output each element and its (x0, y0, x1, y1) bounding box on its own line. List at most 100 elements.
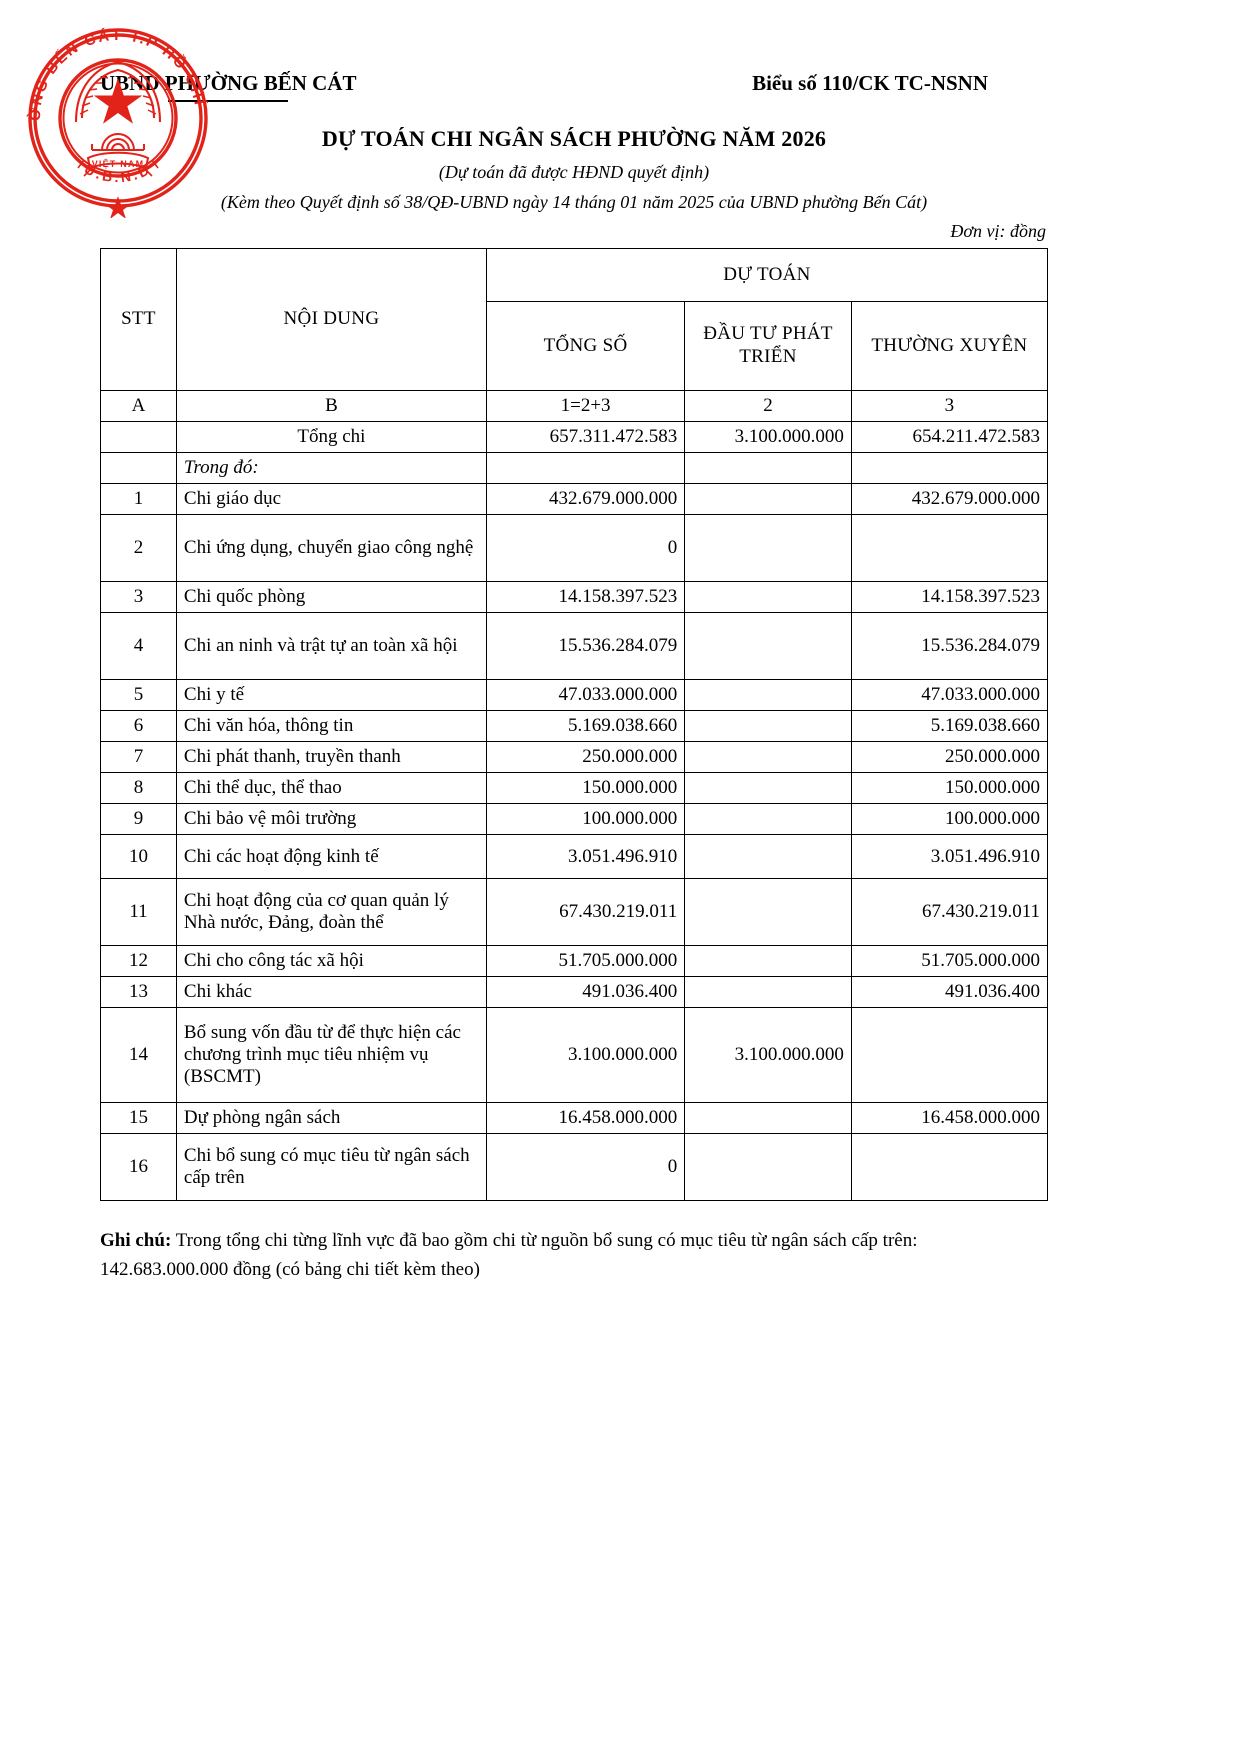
row-noi-dung: Chi quốc phòng (175, 581, 487, 614)
row-noi-dung: Bổ sung vốn đầu từ để thực hiện các chươ… (175, 1007, 487, 1104)
table-row: 16 Chi bổ sung có mục tiêu từ ngân sách … (100, 1133, 1049, 1202)
row-stt: 5 (100, 679, 177, 712)
row-dau-tu-phat-trien (684, 581, 852, 614)
currency-unit-label: Đơn vị: đồng (950, 221, 1046, 242)
table-row: 3 Chi quốc phòng 14.158.397.523 14.158.3… (100, 581, 1049, 614)
row-tong-so: 5.169.038.660 (485, 710, 686, 743)
row-thuong-xuyen: 51.705.000.000 (850, 945, 1049, 978)
row-stt: 3 (100, 581, 177, 614)
table-row: 13 Chi khác 491.036.400 491.036.400 (100, 976, 1049, 1009)
table-row: 8 Chi thể dục, thể thao 150.000.000 150.… (100, 772, 1049, 805)
footnote: Ghi chú: Trong tổng chi từng lĩnh vực đã… (100, 1227, 1048, 1284)
code-cell-tong-so: 1=2+3 (485, 390, 686, 423)
column-header-group-du-toan: DỰ TOÁN (485, 248, 1049, 303)
row-stt: 9 (100, 803, 177, 836)
row-dau-tu-phat-trien (684, 834, 852, 880)
column-header-noi-dung: NỘI DUNG (175, 248, 487, 392)
title-decision-reference: (Kèm theo Quyết định số 38/QĐ-UBND ngày … (220, 192, 928, 213)
row-thuong-xuyen (850, 514, 1049, 583)
row-thuong-xuyen: 47.033.000.000 (850, 679, 1049, 712)
table-row: 14 Bổ sung vốn đầu từ để thực hiện các c… (100, 1007, 1049, 1104)
row-dau-tu-phat-trien (684, 612, 852, 681)
row-tong-so: 15.536.284.079 (485, 612, 686, 681)
row-thuong-xuyen: 491.036.400 (850, 976, 1049, 1009)
row-tong-so: 16.458.000.000 (485, 1102, 686, 1135)
code-cell-stt: A (100, 390, 177, 423)
title-subtitle: (Dự toán đã được HĐND quyết định) (438, 162, 710, 183)
row-dau-tu-phat-trien (684, 741, 852, 774)
table-row: 9 Chi bảo vệ môi trường 100.000.000 100.… (100, 803, 1049, 836)
column-header-stt: STT (100, 248, 177, 392)
title-block: DỰ TOÁN CHI NGÂN SÁCH PHƯỜNG NĂM 2026 (D… (100, 126, 1048, 213)
document-header: UBND PHƯỜNG BẾN CÁT Biểu số 110/CK TC-NS… (100, 70, 1048, 103)
table-row: 2 Chi ứng dụng, chuyển giao công nghệ 0 (100, 514, 1049, 583)
row-thuong-xuyen: 150.000.000 (850, 772, 1049, 805)
row-noi-dung: Chi các hoạt động kinh tế (175, 834, 487, 880)
row-thuong-xuyen: 14.158.397.523 (850, 581, 1049, 614)
table-row: 15 Dự phòng ngân sách 16.458.000.000 16.… (100, 1102, 1049, 1135)
row-noi-dung: Chi ứng dụng, chuyển giao công nghệ (175, 514, 487, 583)
row-stt: 8 (100, 772, 177, 805)
subheading-row-stt (100, 452, 177, 485)
row-thuong-xuyen: 67.430.219.011 (850, 878, 1049, 947)
total-row-stt (100, 421, 177, 454)
footnote-text: Trong tổng chi từng lĩnh vực đã bao gồm … (100, 1230, 918, 1280)
row-tong-so: 3.100.000.000 (485, 1007, 686, 1104)
row-dau-tu-phat-trien (684, 710, 852, 743)
row-tong-so: 3.051.496.910 (485, 834, 686, 880)
row-noi-dung: Chi thể dục, thể thao (175, 772, 487, 805)
total-row-label: Tổng chi (175, 421, 487, 454)
row-stt: 14 (100, 1007, 177, 1104)
row-noi-dung: Chi hoạt động của cơ quan quản lý Nhà nư… (175, 878, 487, 947)
row-tong-so: 100.000.000 (485, 803, 686, 836)
row-stt: 15 (100, 1102, 177, 1135)
row-dau-tu-phat-trien (684, 1102, 852, 1135)
page-title: DỰ TOÁN CHI NGÂN SÁCH PHƯỜNG NĂM 2026 (321, 126, 827, 152)
row-stt: 11 (100, 878, 177, 947)
table-row: 7 Chi phát thanh, truyền thanh 250.000.0… (100, 741, 1049, 774)
subheading-row-dau-tu-phat-trien (684, 452, 852, 485)
row-tong-so: 432.679.000.000 (485, 483, 686, 516)
table-row: 6 Chi văn hóa, thông tin 5.169.038.660 5… (100, 710, 1049, 743)
row-stt: 13 (100, 976, 177, 1009)
row-noi-dung: Chi phát thanh, truyền thanh (175, 741, 487, 774)
code-cell-noi-dung: B (175, 390, 487, 423)
subheading-row: Trong đó: (100, 452, 1049, 485)
table-row: 5 Chi y tế 47.033.000.000 47.033.000.000 (100, 679, 1049, 712)
row-thuong-xuyen (850, 1133, 1049, 1202)
row-tong-so: 250.000.000 (485, 741, 686, 774)
row-noi-dung: Chi bổ sung có mục tiêu từ ngân sách cấp… (175, 1133, 487, 1202)
budget-table: STT NỘI DUNG DỰ TOÁN TỔNG SỐ ĐẦU TƯ PHÁT… (100, 248, 1049, 1202)
row-stt: 7 (100, 741, 177, 774)
row-noi-dung: Chi bảo vệ môi trường (175, 803, 487, 836)
row-stt: 4 (100, 612, 177, 681)
code-cell-thuong-xuyen: 3 (850, 390, 1049, 423)
issuing-authority-name: UBND PHƯỜNG BẾN CÁT (100, 71, 357, 95)
column-header-thuong-xuyen: THƯỜNG XUYÊN (850, 301, 1049, 392)
row-noi-dung: Chi văn hóa, thông tin (175, 710, 487, 743)
row-stt: 16 (100, 1133, 177, 1202)
row-noi-dung: Chi cho công tác xã hội (175, 945, 487, 978)
row-tong-so: 0 (485, 514, 686, 583)
row-dau-tu-phat-trien: 3.100.000.000 (684, 1007, 852, 1104)
document-content: UBND PHƯỜNG BẾN CÁT Biểu số 110/CK TC-NS… (100, 70, 1049, 1284)
row-noi-dung: Chi y tế (175, 679, 487, 712)
row-tong-so: 47.033.000.000 (485, 679, 686, 712)
row-thuong-xuyen: 16.458.000.000 (850, 1102, 1049, 1135)
row-thuong-xuyen: 432.679.000.000 (850, 483, 1049, 516)
row-dau-tu-phat-trien (684, 945, 852, 978)
row-tong-so: 0 (485, 1133, 686, 1202)
row-thuong-xuyen (850, 1007, 1049, 1104)
form-code: Biểu số 110/CK TC-NSNN (752, 71, 988, 95)
table-row: 12 Chi cho công tác xã hội 51.705.000.00… (100, 945, 1049, 978)
issuing-authority: UBND PHƯỜNG BẾN CÁT (100, 70, 357, 103)
row-noi-dung: Chi khác (175, 976, 487, 1009)
column-code-row: A B 1=2+3 2 3 (100, 390, 1049, 423)
row-thuong-xuyen: 250.000.000 (850, 741, 1049, 774)
row-tong-so: 491.036.400 (485, 976, 686, 1009)
row-noi-dung: Chi an ninh và trật tự an toàn xã hội (175, 612, 487, 681)
row-dau-tu-phat-trien (684, 803, 852, 836)
budget-table-body: Tổng chi 657.311.472.583 3.100.000.000 6… (100, 421, 1049, 1202)
row-dau-tu-phat-trien (684, 679, 852, 712)
